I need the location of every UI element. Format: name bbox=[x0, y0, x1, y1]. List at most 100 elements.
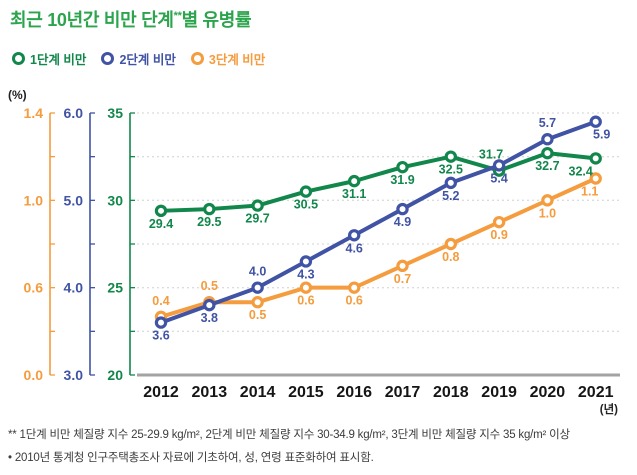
data-point-label: 0.4 bbox=[152, 294, 169, 308]
y-axis-tick-label: 0.0 bbox=[24, 367, 44, 383]
data-point-marker bbox=[348, 229, 361, 242]
data-point-marker bbox=[444, 176, 457, 190]
x-axis-tick-label: 2012 bbox=[143, 384, 179, 401]
data-point-label: 31.1 bbox=[342, 187, 366, 201]
y-axis-tick-label: 3.0 bbox=[64, 367, 84, 383]
y-axis-tick-label: 5.0 bbox=[64, 192, 84, 208]
data-point-marker bbox=[541, 132, 554, 146]
x-axis-tick-label: 2017 bbox=[385, 384, 421, 401]
data-point-marker bbox=[299, 255, 313, 268]
data-point-marker bbox=[154, 204, 168, 218]
legend-label: 2단계 비만 bbox=[119, 53, 176, 67]
data-point-label: 5.4 bbox=[490, 171, 507, 185]
title-prefix: 최근 10년간 비만 단계 bbox=[10, 10, 174, 30]
y-axis-tick-label: 6.0 bbox=[64, 105, 84, 121]
y-axis-tick-label: 25 bbox=[107, 280, 123, 296]
y-axis-tick-label: 1.4 bbox=[24, 105, 44, 121]
data-point-label: 5.2 bbox=[442, 189, 459, 203]
footnote-definition: ** 1단계 비만 체질량 지수 25-29.9 kg/m², 2단계 비만 체… bbox=[8, 429, 570, 441]
legend-item-stage2: 2단계 비만 bbox=[101, 49, 176, 68]
x-axis-tick-label: 2018 bbox=[433, 384, 469, 401]
data-point-label: 31.7 bbox=[479, 148, 503, 162]
y-axis-tick-label: 4.0 bbox=[64, 280, 84, 296]
data-point-label: 4.0 bbox=[249, 265, 266, 279]
x-axis-tick-label: 2014 bbox=[240, 384, 276, 401]
x-axis-tick-label: 2020 bbox=[530, 384, 566, 401]
x-axis-tick-label: 2013 bbox=[192, 384, 228, 401]
legend-item-stage3: 3단계 비만 bbox=[190, 49, 266, 68]
data-point-marker bbox=[154, 316, 168, 329]
data-point-label: 32.5 bbox=[439, 163, 463, 177]
page-title: 최근 10년간 비만 단계**별 유병률 bbox=[10, 6, 252, 32]
series-line bbox=[159, 151, 598, 213]
data-point-marker bbox=[348, 174, 361, 188]
data-point-label: 29.4 bbox=[149, 217, 173, 231]
data-point-marker bbox=[444, 237, 457, 251]
data-point-label: 29.5 bbox=[197, 215, 221, 229]
x-axis-tick-label: 2016 bbox=[336, 384, 372, 401]
title-superscript: ** bbox=[173, 10, 182, 22]
data-point-marker bbox=[299, 185, 313, 198]
series-line bbox=[159, 176, 598, 319]
data-point-label: 1.0 bbox=[539, 206, 556, 220]
data-point-label: 3.6 bbox=[152, 329, 169, 343]
legend-ring-icon bbox=[12, 52, 25, 65]
y-axis-tick-label: 20 bbox=[107, 367, 123, 383]
y-axis-tick-label: 30 bbox=[107, 192, 123, 208]
data-point-marker bbox=[492, 159, 506, 172]
x-axis-tick-label: 2021 bbox=[578, 384, 614, 401]
data-point-label: 0.6 bbox=[346, 294, 363, 308]
data-point-marker bbox=[203, 298, 216, 312]
data-point-marker bbox=[251, 199, 264, 212]
legend-ring-icon bbox=[190, 52, 204, 65]
data-point-marker bbox=[589, 172, 602, 185]
data-point-label: 0.5 bbox=[249, 308, 266, 322]
data-point-marker bbox=[492, 215, 506, 229]
title-suffix: 별 유병률 bbox=[181, 10, 252, 30]
data-point-label: 0.7 bbox=[394, 272, 411, 286]
legend-label: 1단계 비만 bbox=[30, 53, 87, 67]
data-point-marker bbox=[589, 115, 602, 128]
data-point-marker bbox=[299, 281, 313, 294]
data-point-marker bbox=[541, 194, 554, 207]
data-point-label: 4.9 bbox=[394, 215, 411, 229]
x-axis-tick-label: 2019 bbox=[481, 384, 517, 401]
data-point-marker bbox=[541, 146, 554, 160]
data-point-marker bbox=[396, 259, 409, 273]
data-point-marker bbox=[251, 296, 264, 309]
data-point-label: 4.3 bbox=[297, 267, 314, 281]
data-point-label: 5.9 bbox=[593, 128, 610, 142]
legend-item-stage1: 1단계 비만 bbox=[12, 49, 86, 68]
x-axis-tick-label: 2015 bbox=[288, 384, 324, 401]
y-axis-tick-label: 35 bbox=[107, 105, 123, 121]
chart-legend: 1단계 비만 2단계 비만 3단계 비만 bbox=[12, 49, 265, 68]
data-point-label: 30.5 bbox=[294, 198, 318, 212]
data-point-label: 32.4 bbox=[569, 164, 593, 178]
data-point-label: 4.6 bbox=[346, 241, 363, 255]
data-point-label: 0.6 bbox=[297, 294, 314, 308]
data-point-label: 29.7 bbox=[245, 212, 269, 226]
legend-ring-icon bbox=[101, 52, 115, 65]
data-point-label: 1.1 bbox=[581, 185, 598, 199]
footnote-source: • 2010년 통계청 인구주택총조사 자료에 기초하여, 성, 연령 표준화하… bbox=[8, 452, 374, 464]
y-axis-unit-label: (%) bbox=[8, 88, 27, 102]
data-point-label: 0.9 bbox=[490, 228, 507, 242]
data-point-label: 32.7 bbox=[535, 159, 559, 173]
data-point-marker bbox=[589, 152, 602, 165]
data-point-label: 5.7 bbox=[539, 116, 556, 130]
data-point-marker bbox=[251, 281, 264, 294]
y-axis-tick-label: 1.0 bbox=[24, 192, 44, 208]
x-axis-unit-label: (년) bbox=[600, 402, 618, 416]
data-point-label: 3.8 bbox=[201, 311, 218, 325]
series-line bbox=[159, 119, 598, 325]
y-axis-tick-label: 0.6 bbox=[24, 280, 44, 296]
legend-label: 3단계 비만 bbox=[208, 53, 266, 67]
data-point-marker bbox=[348, 281, 361, 294]
data-point-marker bbox=[396, 202, 409, 216]
data-point-marker bbox=[396, 160, 409, 174]
data-point-marker bbox=[203, 202, 216, 216]
data-point-label: 0.5 bbox=[201, 279, 218, 293]
data-point-label: 31.9 bbox=[390, 173, 414, 187]
